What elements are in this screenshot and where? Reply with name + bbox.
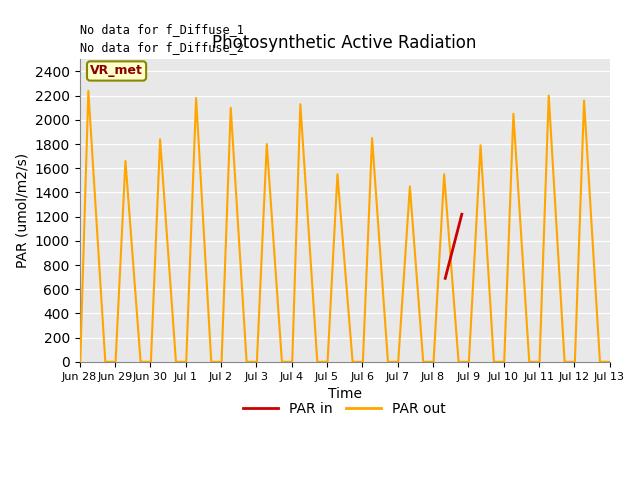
Y-axis label: PAR (umol/m2/s): PAR (umol/m2/s) — [15, 153, 29, 268]
Text: VR_met: VR_met — [90, 64, 143, 77]
Title: Photosynthetic Active Radiation: Photosynthetic Active Radiation — [212, 34, 477, 52]
X-axis label: Time: Time — [328, 387, 362, 401]
Text: No data for f_Diffuse_2: No data for f_Diffuse_2 — [79, 41, 243, 54]
Legend: PAR in, PAR out: PAR in, PAR out — [237, 396, 452, 421]
Text: No data for f_Diffuse_1: No data for f_Diffuse_1 — [79, 23, 243, 36]
